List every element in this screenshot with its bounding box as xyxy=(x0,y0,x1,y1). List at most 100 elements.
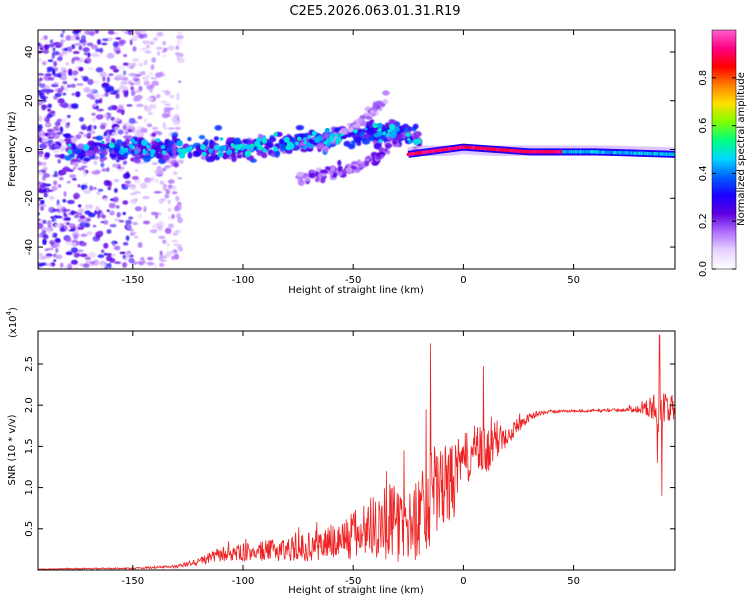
echo-blob xyxy=(376,152,381,157)
echo-blob xyxy=(268,136,277,143)
y-tick-label: 2.0 xyxy=(24,397,35,413)
noise-blob xyxy=(159,250,163,257)
echo-core xyxy=(288,143,295,150)
noise-blob xyxy=(42,162,46,167)
spectrogram-axes: -150 -100 -50 0 50 -40 -20 0 20 40 xyxy=(24,30,675,286)
noise-blob xyxy=(73,233,78,240)
noise-blob xyxy=(153,36,159,42)
noise-blob xyxy=(50,110,56,114)
noise-blob xyxy=(99,47,104,54)
noise-blob xyxy=(176,35,184,40)
echo-core xyxy=(218,150,222,154)
noise-blob xyxy=(164,165,170,170)
noise-blob xyxy=(49,196,55,200)
noise-blob xyxy=(50,216,55,219)
noise-blob xyxy=(149,84,155,89)
noise-blob xyxy=(132,127,136,134)
noise-blob xyxy=(108,262,112,269)
echo-core xyxy=(123,147,129,153)
noise-blob xyxy=(38,161,43,166)
noise-blob xyxy=(115,37,122,40)
echo-blob xyxy=(323,146,329,153)
echo-blob xyxy=(369,127,377,135)
noise-blob xyxy=(178,31,182,36)
noise-blob xyxy=(163,47,168,52)
noise-blob xyxy=(136,95,141,102)
echo-blob xyxy=(87,149,95,157)
echo-blob xyxy=(362,134,370,139)
echo-core xyxy=(261,138,268,144)
noise-blob xyxy=(47,136,55,139)
echo-blob xyxy=(295,125,305,131)
y-tick-label: 0 xyxy=(24,146,35,152)
noise-blob xyxy=(38,57,43,62)
noise-blob xyxy=(71,44,76,50)
echo-core xyxy=(340,133,344,137)
noise-blob xyxy=(64,133,72,140)
noise-blob xyxy=(38,73,45,76)
noise-blob xyxy=(175,195,180,202)
noise-blob xyxy=(56,56,63,62)
noise-blob xyxy=(73,192,80,199)
echo-blob xyxy=(372,102,378,109)
noise-blob xyxy=(106,209,110,212)
noise-blob xyxy=(39,93,45,98)
noise-blob xyxy=(101,168,107,172)
noise-blob xyxy=(94,30,99,34)
noise-blob xyxy=(70,137,78,144)
noise-blob xyxy=(65,240,73,245)
noise-blob xyxy=(78,204,82,208)
noise-blob xyxy=(88,130,96,135)
noise-blob xyxy=(57,184,62,188)
echo-blob xyxy=(92,142,102,147)
noise-blob xyxy=(57,73,62,78)
echo-blob xyxy=(298,177,303,183)
noise-blob xyxy=(101,94,106,97)
echo-core xyxy=(230,143,235,147)
echo-blob xyxy=(384,122,390,129)
noise-blob xyxy=(79,221,88,228)
noise-blob xyxy=(38,263,45,267)
noise-blob xyxy=(77,208,85,213)
noise-blob xyxy=(176,159,185,164)
noise-blob xyxy=(47,108,51,112)
noise-blob xyxy=(108,202,116,209)
echo-blob xyxy=(403,127,409,132)
echo-blob xyxy=(317,172,323,180)
echo-blob xyxy=(365,115,373,120)
echo-blob xyxy=(296,171,305,178)
echo-core xyxy=(208,148,214,154)
noise-blob xyxy=(156,31,164,37)
noise-blob xyxy=(162,41,167,46)
echo-core xyxy=(142,151,146,155)
noise-blob xyxy=(165,189,171,195)
noise-blob xyxy=(178,80,182,84)
noise-blob xyxy=(137,213,143,219)
echo-blob xyxy=(314,177,320,183)
x-tick-label: 0 xyxy=(460,275,466,286)
noise-blob xyxy=(149,41,155,45)
noise-blob xyxy=(80,253,88,258)
noise-blob xyxy=(78,67,84,72)
noise-blob xyxy=(70,247,78,253)
noise-blob xyxy=(143,80,150,86)
echo-core xyxy=(324,127,330,134)
noise-blob xyxy=(53,144,60,148)
noise-blob xyxy=(120,81,128,85)
echo-blob xyxy=(172,143,178,148)
noise-blob xyxy=(122,262,128,268)
noise-blob xyxy=(83,170,87,177)
noise-blob xyxy=(38,137,42,143)
noise-blob xyxy=(69,223,76,229)
noise-blob xyxy=(62,145,67,150)
noise-blob xyxy=(74,162,79,168)
noise-blob xyxy=(44,35,48,40)
noise-blob xyxy=(150,211,159,216)
noise-blob xyxy=(175,104,180,110)
noise-blob xyxy=(53,61,57,67)
noise-blob xyxy=(127,80,133,84)
noise-blob xyxy=(118,219,125,223)
snr-x-label: Height of straight line (km) xyxy=(288,585,424,596)
noise-blob xyxy=(72,51,80,54)
noise-blob xyxy=(171,239,179,243)
